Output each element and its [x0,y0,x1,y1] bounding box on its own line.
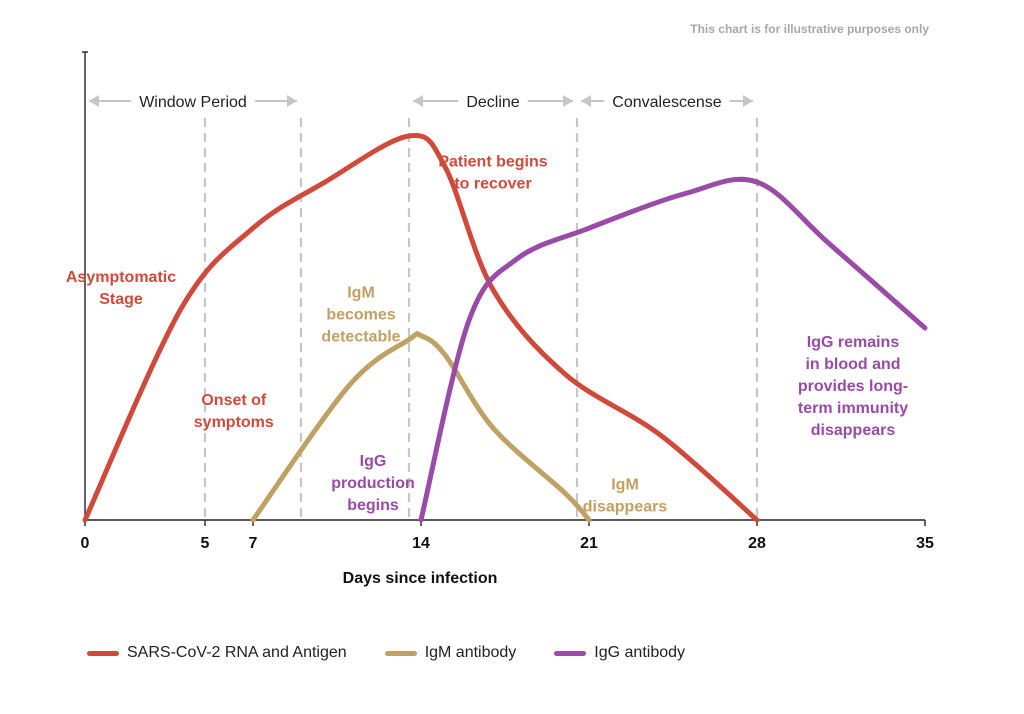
x-tick-label-6: 35 [916,535,934,552]
annotation-0-line-1: Stage [99,291,143,308]
legend-label-igm: IgM antibody [424,644,517,661]
annotation-2: Onset of symptoms [194,392,274,431]
period-label-2: Convalescense [612,94,722,111]
period-arrow-left-0 [89,95,99,107]
annotation-6-line-0: IgG remains [807,334,900,351]
legend-swatch-sars [87,650,119,656]
legend-swatch-igg [554,650,587,656]
annotation-2-line-1: symptoms [194,414,274,431]
x-tick-label-0: 0 [81,535,90,552]
annotation-4: IgG production begins [331,453,415,514]
annotation-0: Asymptomatic Stage [66,269,176,308]
series-line-igm [250,331,592,523]
annotation-2-line-0: Onset of [201,392,267,409]
x-tick-label-1: 5 [201,535,210,552]
annotation-4-line-1: production [331,475,415,492]
series-line-igg [418,176,928,523]
annotation-6-line-1: in blood and [805,356,900,373]
x-tick-label-3: 14 [412,535,430,552]
legend-swatch-igm [384,650,417,656]
period-label-1: Decline [466,94,519,111]
annotation-1-line-0: Patient begins [438,154,547,171]
annotation-1: Patient begins to recover [438,154,547,193]
period-arrow-left-1 [413,95,423,107]
annotation-5-line-1: disappears [583,498,668,515]
annotation-6-line-4: disappears [811,422,896,439]
legend-label-igg: IgG antibody [594,644,686,661]
legend: SARS-CoV-2 RNA and Antigen IgM antibody … [87,644,723,662]
period-label-0: Window Period [139,94,247,111]
annotation-4-line-0: IgG [360,453,387,470]
period-arrow-right-1 [563,95,573,107]
annotation-5-line-0: IgM [611,476,639,493]
annotation-6-line-2: provides long- [798,378,908,395]
annotation-6: IgG remains in blood and provides long-ter… [798,334,908,439]
x-axis-title: Days since infection [343,570,498,587]
period-arrow-right-0 [287,95,297,107]
legend-label-sars: SARS-CoV-2 RNA and Antigen [127,644,347,661]
x-tick-label-2: 7 [249,535,258,552]
period-arrow-right-2 [743,95,753,107]
annotation-1-line-1: to recover [454,176,531,193]
annotation-0-line-0: Asymptomatic [66,269,176,286]
legend-item-sars: SARS-CoV-2 RNA and Antigen [87,644,347,662]
legend-item-igm: IgM antibody [384,644,517,662]
series-line-sars [82,133,760,523]
disclaimer-note: This chart is for illustrative purposes … [690,22,929,36]
period-arrow-left-2 [581,95,591,107]
annotation-3-line-2: detectable [321,328,400,345]
annotation-3-line-1: becomes [326,306,395,323]
legend-item-igg: IgG antibody [554,644,685,662]
annotation-3-line-0: IgM [347,284,375,301]
annotation-6-line-3: term immunity [798,400,908,417]
x-tick-label-5: 28 [748,535,766,552]
annotation-5: IgM disappears [583,476,668,515]
annotation-3: IgM becomes detectable [321,284,400,345]
x-tick-label-4: 21 [580,535,598,552]
annotation-4-line-2: begins [347,497,399,514]
